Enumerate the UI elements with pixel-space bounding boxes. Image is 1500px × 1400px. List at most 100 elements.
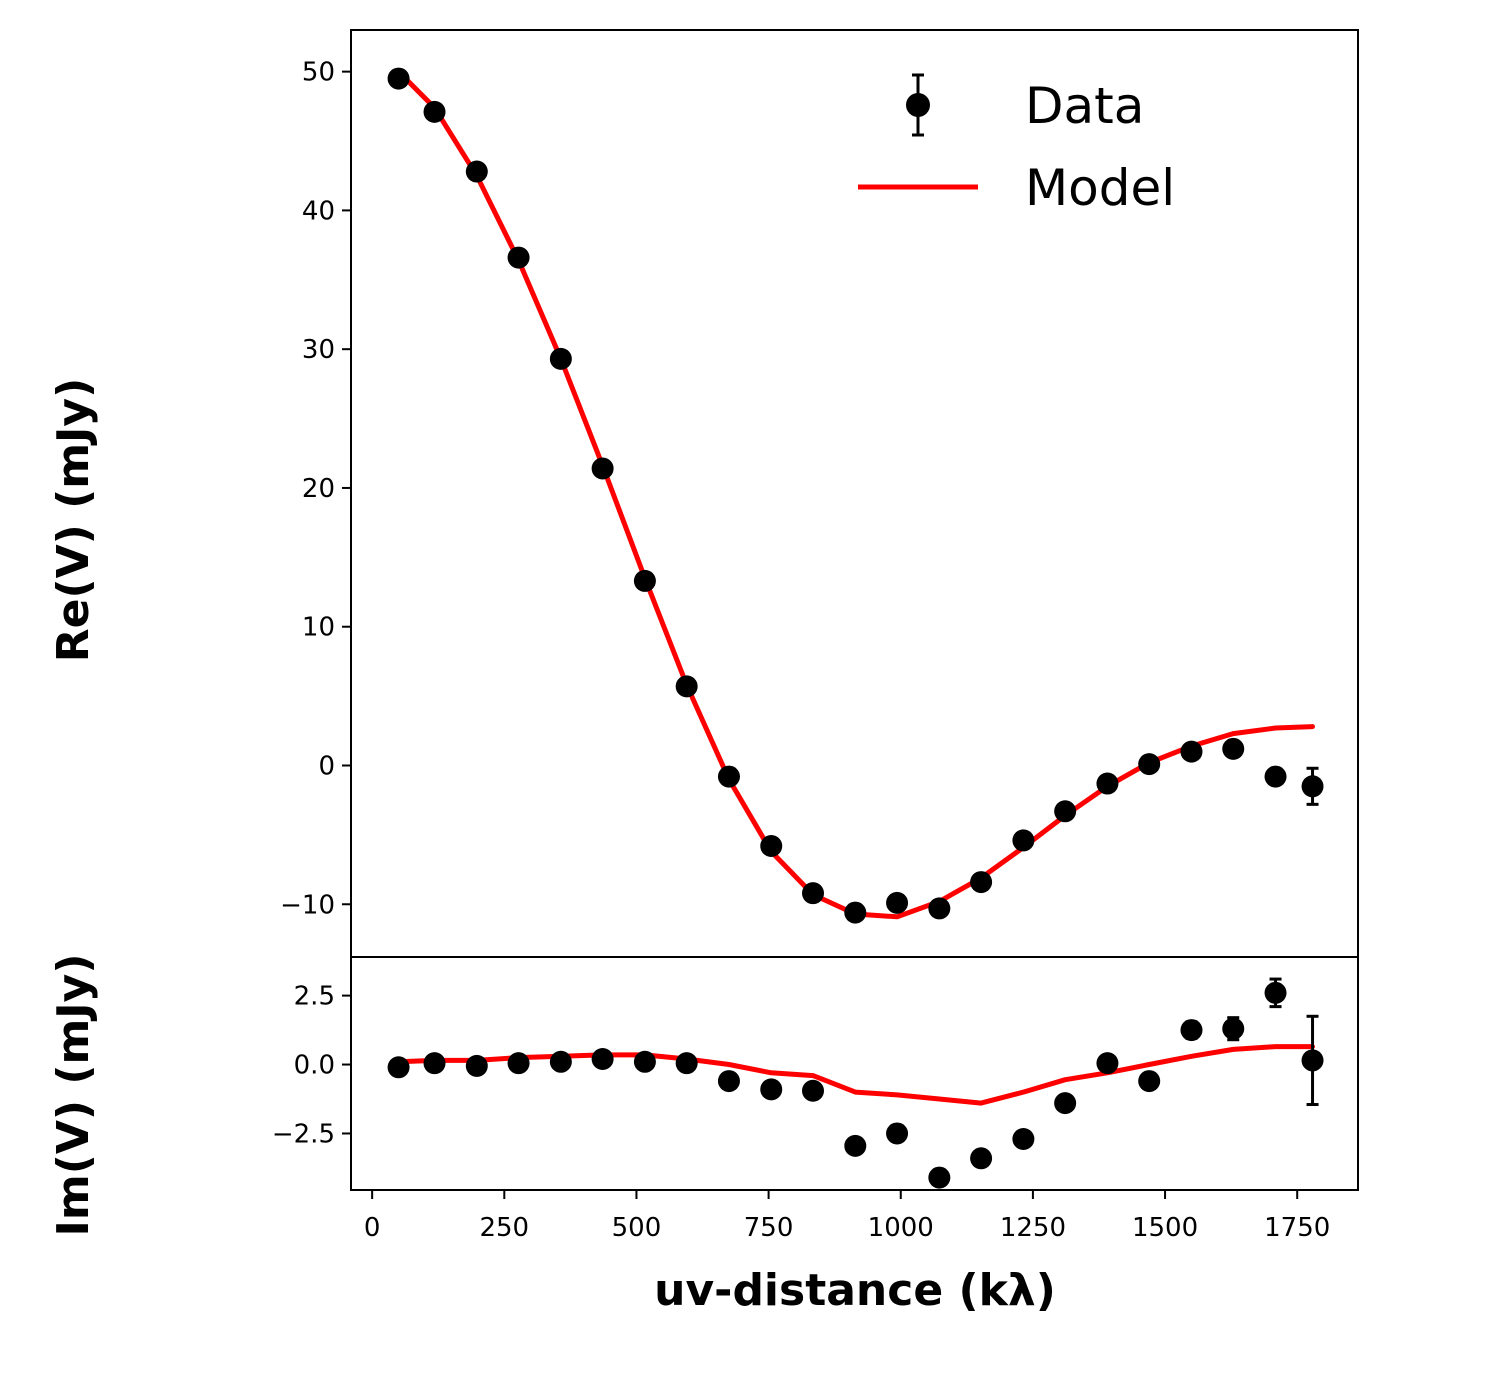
im-v-data-marker [1054, 1092, 1077, 1115]
im-v-y-ticks: 2.5 0.0 −2.5 [272, 982, 351, 1149]
im-v-data-point [591, 1048, 614, 1071]
re-v-data-marker [465, 160, 488, 183]
re-v-data-marker [591, 457, 614, 480]
re-v-data-point [1054, 800, 1077, 823]
im-v-model-line [396, 1044, 1315, 1106]
re-v-data-marker [717, 765, 740, 788]
im-v-data-marker [549, 1050, 572, 1073]
im-v-data-marker [1012, 1127, 1035, 1150]
re-v-y-tick-label: 10 [302, 613, 335, 643]
x-tick-label: 750 [744, 1213, 794, 1243]
re-v-data-point [1222, 737, 1245, 760]
x-axis-label: uv-distance (kλ) [654, 1265, 1056, 1316]
im-v-data-marker [591, 1048, 614, 1071]
im-v-data-point [675, 1052, 698, 1075]
re-v-data-point [970, 871, 993, 894]
re-v-data-point [760, 834, 783, 857]
re-v-model-line [396, 69, 1315, 920]
re-v-data-point [1180, 740, 1203, 763]
im-v-data-marker [802, 1079, 825, 1102]
re-v-data-marker [760, 834, 783, 857]
im-v-data-point [549, 1050, 572, 1073]
re-v-data-point [886, 891, 909, 914]
x-ticks: 0 250 500 750 1000 1250 1500 1750 [364, 1190, 1330, 1243]
re-v-y-tick-label: 20 [302, 474, 335, 504]
re-v-data-marker [675, 675, 698, 698]
im-v-data-point [844, 1134, 867, 1157]
im-v-data-point [928, 1166, 951, 1189]
im-v-data-marker [928, 1166, 951, 1189]
re-v-y-tick-label: −10 [280, 890, 335, 920]
re-v-data-marker [633, 569, 656, 592]
re-v-data-point [507, 246, 530, 269]
im-v-data-point [1138, 1070, 1161, 1093]
re-v-model-series [396, 69, 1315, 920]
re-v-data-point [591, 457, 614, 480]
im-v-y-axis-label: Im(V) (mJy) [48, 954, 99, 1237]
re-v-data-marker [507, 246, 530, 269]
re-v-data-marker [423, 100, 446, 123]
legend: Data Model [858, 73, 1175, 217]
x-tick-label: 1000 [868, 1213, 934, 1243]
legend-data-swatch [906, 73, 930, 137]
re-v-data-marker [928, 897, 951, 920]
im-v-data-point [423, 1052, 446, 1075]
re-v-data-point [1264, 765, 1287, 788]
im-v-data-marker [1096, 1052, 1119, 1075]
im-v-axes-frame [350, 956, 1359, 1191]
im-v-data-marker [387, 1056, 410, 1079]
im-v-data-point [1096, 1052, 1119, 1075]
x-tick-label: 0 [364, 1213, 381, 1243]
im-v-data-marker [423, 1052, 446, 1075]
im-v-data-point [1222, 1016, 1245, 1042]
re-v-data-marker [1301, 775, 1324, 798]
im-v-data-point [1012, 1127, 1035, 1150]
im-v-panel: 2.5 0.0 −2.5 0 250 500 750 1000 1250 1500 1750 [272, 956, 1359, 1243]
im-v-y-tick-label: 0.0 [294, 1051, 335, 1081]
re-v-data-point [675, 675, 698, 698]
im-v-data-point [886, 1122, 909, 1145]
im-v-data-marker [970, 1147, 993, 1170]
re-v-y-ticks: 50 40 30 20 10 0 −10 [280, 58, 351, 920]
re-v-data-marker [549, 347, 572, 370]
im-v-y-tick-label: 2.5 [294, 982, 335, 1012]
re-v-data-point [844, 901, 867, 924]
re-v-y-tick-label: 30 [302, 335, 335, 365]
re-v-data-series [387, 67, 1324, 924]
re-v-data-marker [886, 891, 909, 914]
re-v-data-marker [1180, 740, 1203, 763]
im-v-data-marker [886, 1122, 909, 1145]
x-tick-label: 1750 [1264, 1213, 1330, 1243]
im-v-data-point [760, 1078, 783, 1101]
im-v-data-point [507, 1052, 530, 1075]
legend-label: Model [1025, 159, 1175, 217]
im-v-data-point [1301, 1014, 1324, 1107]
re-v-data-marker [1012, 829, 1035, 852]
x-tick-label: 500 [612, 1213, 662, 1243]
re-v-data-point [633, 569, 656, 592]
im-v-data-marker [1264, 981, 1287, 1004]
re-v-data-point [1138, 753, 1161, 776]
legend-label: Data [1025, 77, 1144, 135]
re-v-data-point [423, 100, 446, 123]
x-tick-label: 250 [479, 1213, 529, 1243]
re-v-data-marker [1264, 765, 1287, 788]
im-v-data-marker [1301, 1049, 1324, 1072]
re-v-data-point [465, 160, 488, 183]
im-v-data-marker [1222, 1017, 1245, 1040]
im-v-y-tick-label: −2.5 [272, 1119, 335, 1149]
re-v-data-point [387, 67, 410, 90]
re-v-panel: 50 40 30 20 10 0 −10 Data Model [280, 29, 1359, 958]
im-v-data-marker [633, 1050, 656, 1073]
x-tick-label: 1250 [1000, 1213, 1066, 1243]
re-v-y-tick-label: 50 [302, 58, 335, 88]
im-v-data-point [717, 1070, 740, 1093]
im-v-data-marker [760, 1078, 783, 1101]
im-v-data-marker [675, 1052, 698, 1075]
re-v-data-point [802, 882, 825, 905]
im-v-data-series [387, 977, 1324, 1189]
re-v-data-marker [844, 901, 867, 924]
im-v-data-marker [1138, 1070, 1161, 1093]
im-v-data-point [465, 1054, 488, 1077]
